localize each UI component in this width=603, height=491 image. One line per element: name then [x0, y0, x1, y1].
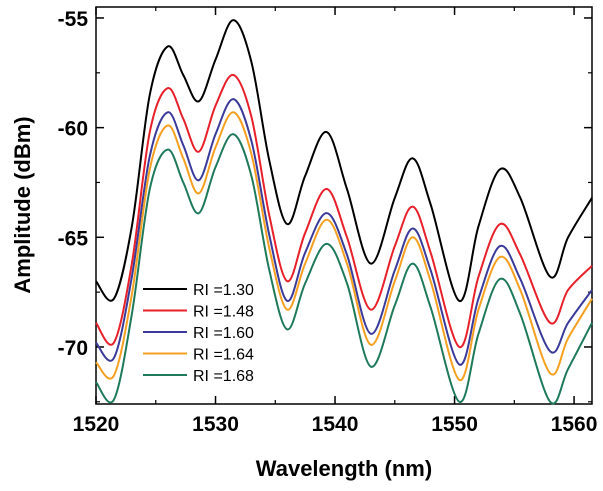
legend-label: RI =1.68 — [193, 368, 254, 385]
x-tick-label: 1550 — [431, 413, 478, 436]
series-line-1 — [95, 73, 593, 348]
series-line-0 — [95, 19, 593, 302]
series-line-2 — [95, 98, 593, 366]
series-line-3 — [95, 111, 593, 381]
major-ticks — [95, 7, 592, 404]
x-tick-labels: 1520 1530 1540 1550 1560 — [73, 413, 598, 436]
minor-ticks — [96, 7, 592, 404]
y-tick-label: -70 — [58, 337, 88, 360]
y-tick-label: -60 — [58, 118, 88, 141]
x-tick-label: 1520 — [73, 413, 120, 436]
legend: RI =1.30 RI =1.48 RI =1.60 RI =1.64 RI =1.68 — [143, 282, 254, 385]
legend-label: RI =1.30 — [193, 282, 254, 299]
x-tick-label: 1530 — [192, 413, 239, 436]
series-lines — [95, 19, 593, 405]
legend-label: RI =1.64 — [193, 347, 254, 364]
plot-frame — [95, 6, 593, 405]
y-tick-label: -65 — [58, 227, 89, 250]
x-tick-label: 1540 — [312, 413, 359, 436]
x-tick-label: 1560 — [551, 413, 598, 436]
y-tick-label: -55 — [58, 8, 89, 31]
legend-label: RI =1.60 — [193, 325, 254, 342]
x-axis-title: Wavelength (nm) — [256, 456, 432, 481]
legend-label: RI =1.48 — [193, 304, 254, 321]
y-tick-labels: -55 -60 -65 -70 — [58, 8, 89, 360]
y-axis-title: Amplitude (dBm) — [10, 116, 35, 293]
series-line-4 — [95, 133, 593, 405]
